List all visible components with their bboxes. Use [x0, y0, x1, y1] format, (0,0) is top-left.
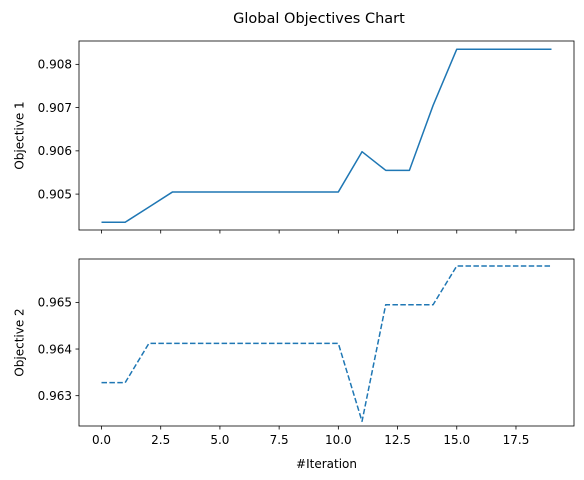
- objective-1-y-axis-label: Objective 1: [13, 101, 27, 169]
- y-tick-label: 0.963: [38, 389, 72, 403]
- y-tick-label: 0.965: [38, 296, 72, 310]
- x-tick-label: 0.0: [92, 433, 111, 447]
- objective-2-y-ticks: 0.963 0.964 0.965: [38, 296, 79, 403]
- objective-2-y-axis-label: Objective 2: [13, 308, 27, 376]
- chart-title: Global Objectives Chart: [233, 11, 405, 27]
- y-tick-label: 0.964: [38, 342, 72, 356]
- x-tick-label: 2.5: [151, 433, 170, 447]
- objective-1-subplot: 0.905 0.906 0.907 0.908 Objective 1: [13, 40, 575, 234]
- objective-1-axes-frame: [78, 40, 575, 231]
- objective-1-y-ticks: 0.905 0.906 0.907 0.908: [38, 58, 79, 201]
- y-tick-label: 0.907: [38, 101, 72, 115]
- x-axis-label: #Iteration: [296, 457, 357, 471]
- x-tick-label: 15.0: [443, 433, 470, 447]
- objective-2-line: [101, 265, 552, 423]
- x-tick-label: 5.0: [210, 433, 229, 447]
- objective-2-axes-frame: [78, 258, 575, 427]
- y-tick-label: 0.905: [38, 187, 72, 201]
- objective-1-line: [101, 48, 552, 223]
- x-tick-label: 17.5: [503, 433, 530, 447]
- x-tick-label: 12.5: [384, 433, 411, 447]
- y-tick-label: 0.906: [38, 144, 72, 158]
- x-tick-label: 10.0: [325, 433, 352, 447]
- objective-2-x-ticks: 0.0 2.5 5.0 7.5 10.0 12.5 15.0 17.5: [92, 426, 529, 447]
- objective-1-x-ticks: [101, 230, 517, 234]
- x-tick-label: 7.5: [270, 433, 289, 447]
- objective-2-subplot: 0.963 0.964 0.965 0.0 2.5 5.0 7.5 10.0 12.5 15.0…: [13, 258, 575, 447]
- y-tick-label: 0.908: [38, 58, 72, 72]
